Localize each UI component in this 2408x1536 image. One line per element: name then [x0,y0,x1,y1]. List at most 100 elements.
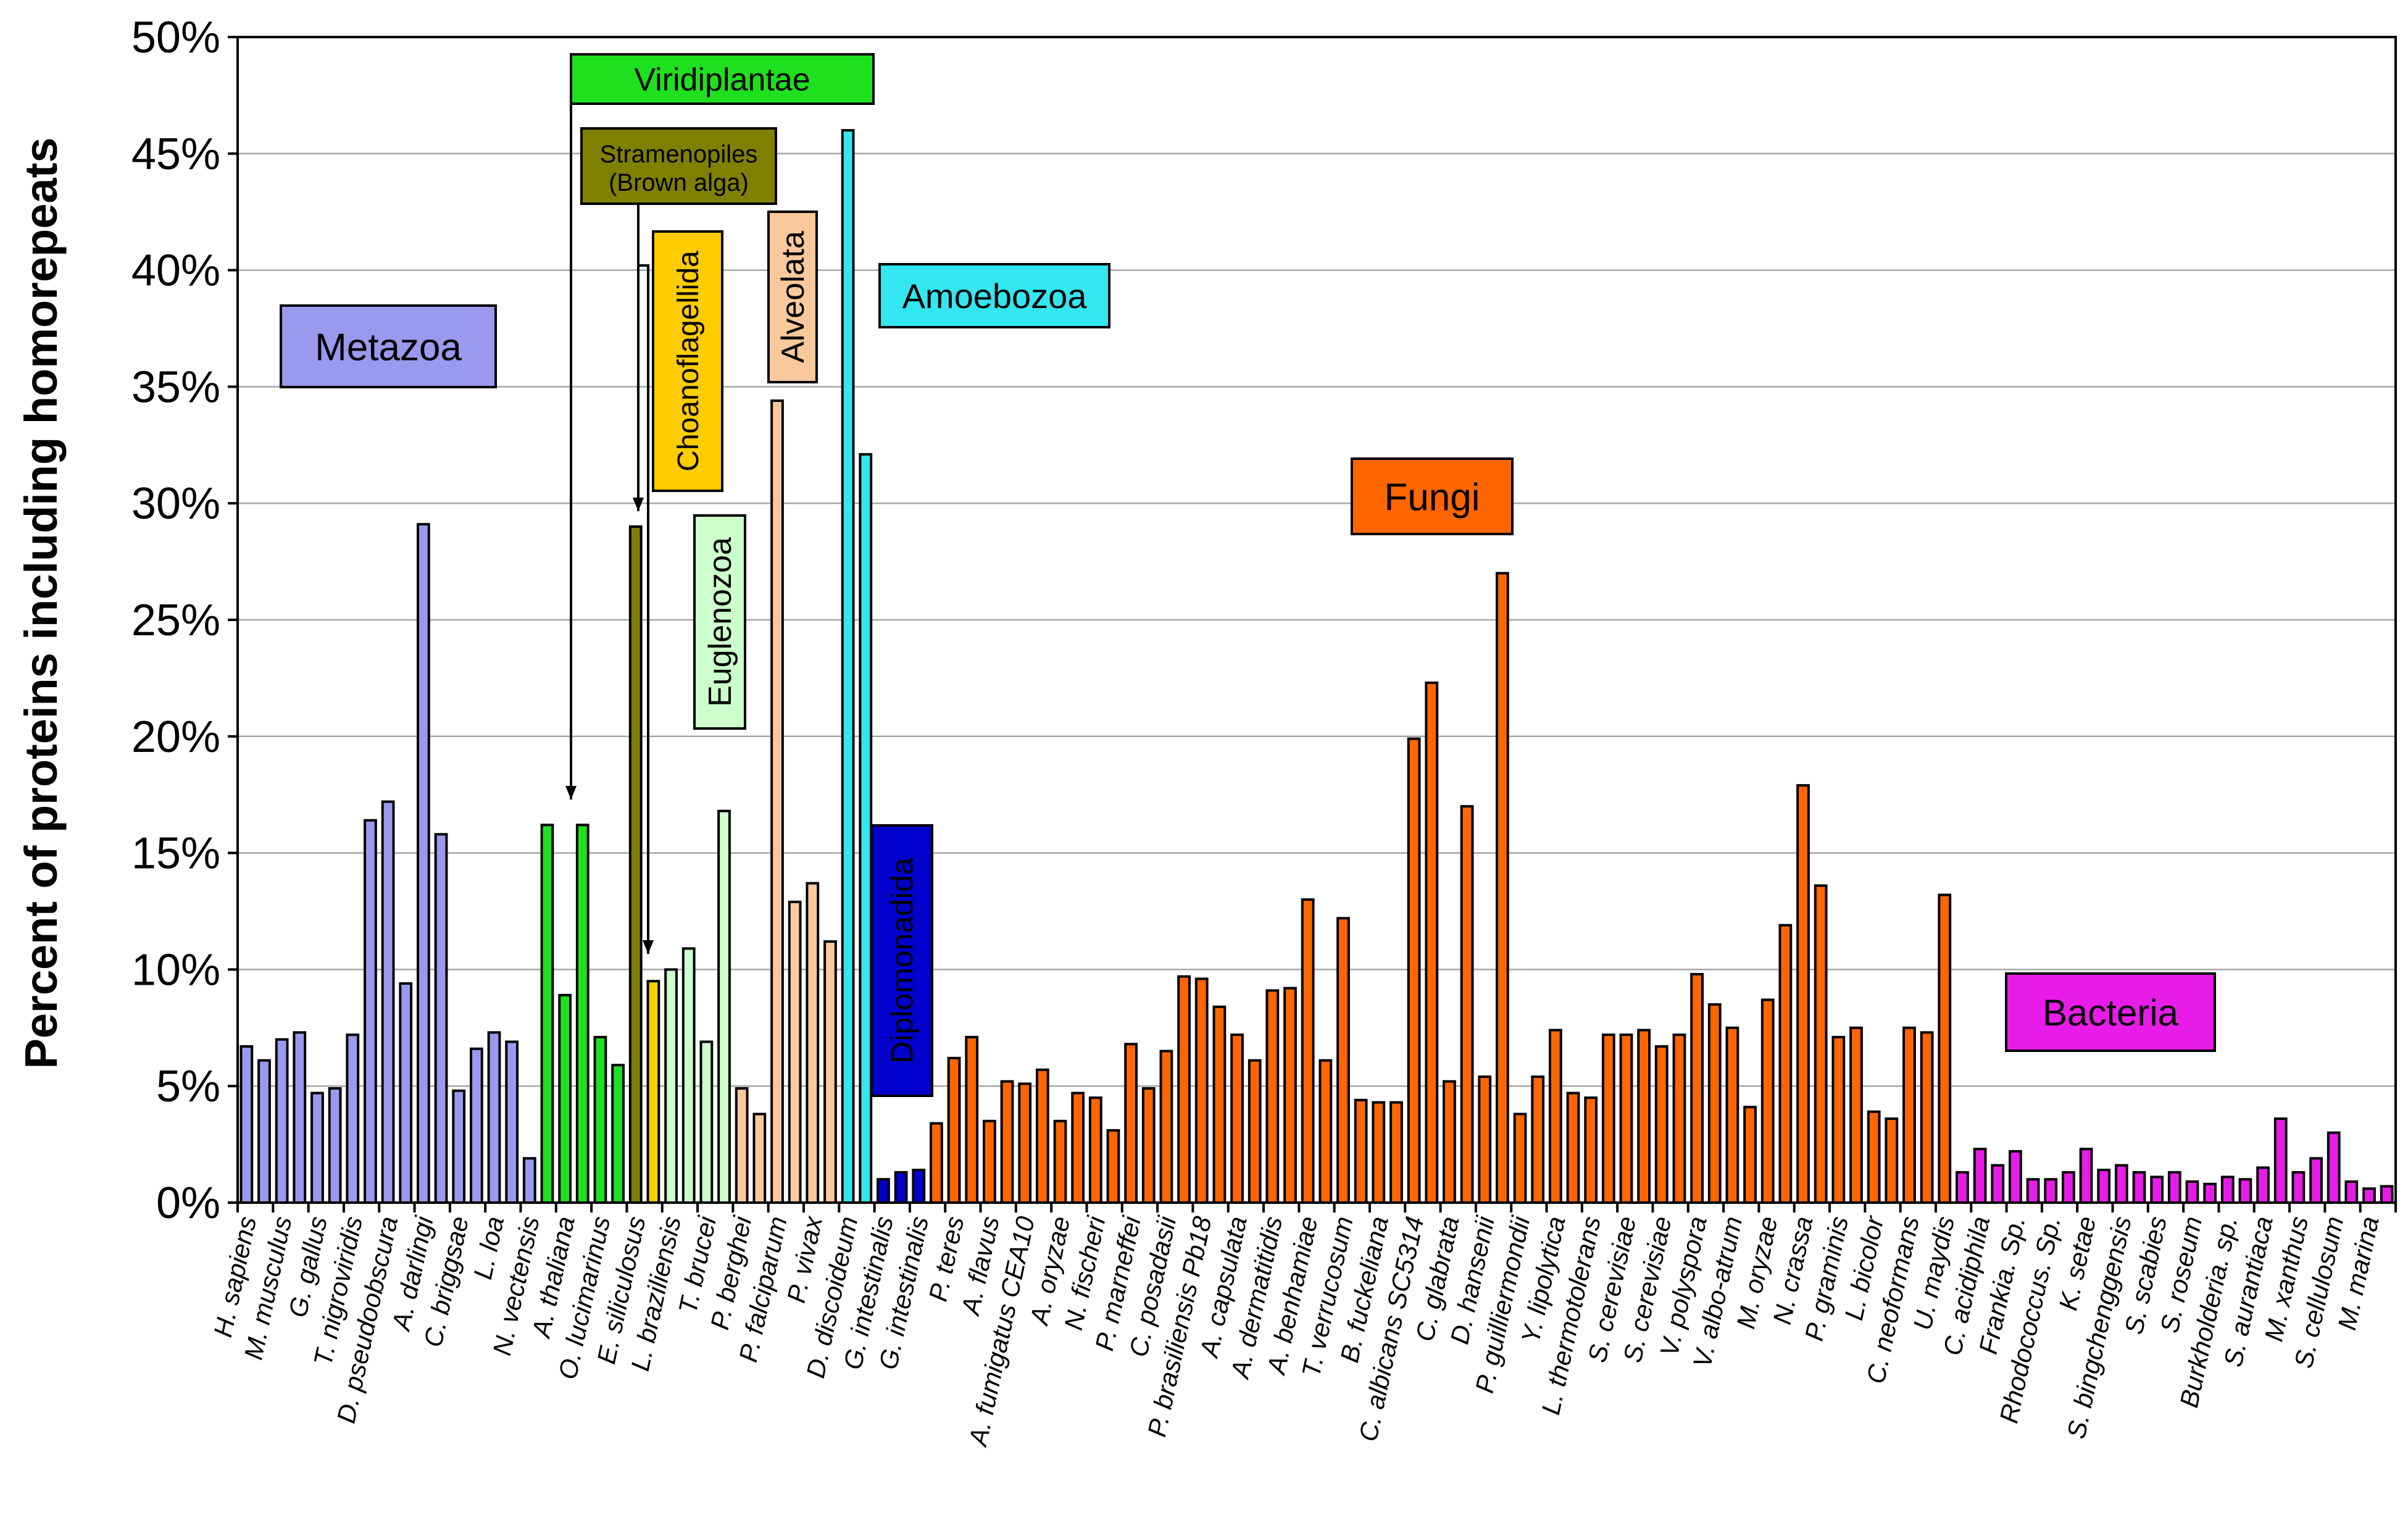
bar [1177,975,1191,1204]
bar [681,947,696,1204]
axes [228,36,2397,1213]
group-label-metazoa: Metazoa [280,304,497,388]
bar [930,1122,943,1204]
group-label-box [570,53,875,105]
bar [611,1064,625,1204]
group-label-bacteria: Bacteria [2005,972,2216,1052]
bar [2256,1166,2270,1204]
bar [1478,1075,1492,1204]
bar [2079,1148,2093,1204]
bar [522,1157,536,1204]
bar [1672,1033,1686,1204]
bar [1619,1033,1633,1204]
bar [575,824,590,1204]
bar [2203,1182,2217,1204]
group-label-fungi: Fungi [1351,457,1514,535]
group-label-text: Viridiplantae [634,62,810,98]
bar [1548,1029,1562,1204]
y-axis-label: Percent of proteins including homorepeat… [15,138,67,1069]
bar [1920,1031,1934,1204]
group-label-text: Alveolata [775,231,811,363]
bar [947,1056,961,1204]
bar [417,523,430,1204]
bar [1814,884,1828,1204]
bar [1283,987,1297,1204]
group-label-diplomonadida: Diplomonadida [870,824,933,1097]
plot-frame [236,36,2397,1204]
bar [1124,1043,1138,1204]
bar [240,1045,254,1204]
bar [752,1112,767,1204]
bar [1885,1117,1899,1204]
bar [1938,893,1952,1204]
y-tick-label: 35% [131,362,220,412]
bar [1725,1026,1739,1204]
bar [1159,1050,1173,1204]
bar [2167,1171,2181,1204]
bar [2309,1157,2323,1204]
group-label-text: Stramenopiles [600,141,758,168]
bar [2044,1178,2058,1204]
group-label-box [280,304,497,388]
group-label-box [2005,972,2216,1052]
group-label-text: Amoebozoa [902,277,1088,315]
bar [1513,1112,1527,1204]
bar [664,968,678,1204]
bar [965,1035,979,1204]
bar [1956,1171,1969,1204]
bar [1407,737,1421,1204]
bar [1425,681,1439,1204]
bar [1743,1106,1757,1204]
group-label-text: (Brown alga) [609,169,749,196]
bar [1071,1091,1085,1204]
bar [2114,1164,2128,1204]
group-label-viridiplantae: Viridiplantae [570,53,875,105]
bar [2273,1117,2288,1204]
bar [1336,917,1350,1204]
bar [1372,1101,1386,1204]
bar [646,980,660,1204]
bar [257,1059,271,1204]
group-label-euglenozoa: Euglenozoa [693,514,746,730]
bar [1601,1033,1615,1204]
bar [1831,1035,1846,1204]
bar [628,525,643,1204]
bar [310,1091,324,1204]
group-label-alveolata: Alveolata [767,211,818,383]
bar [2362,1187,2376,1204]
bar [1654,1045,1669,1204]
y-tick-label: 15% [131,829,220,879]
group-label-text: Bacteria [2043,992,2179,1033]
group-label-box [870,824,933,1097]
y-tick-label: 0% [156,1179,220,1228]
bar [1796,784,1810,1204]
bar [1690,972,1704,1204]
bar [1248,1059,1262,1204]
bar [2132,1171,2146,1204]
y-tick-label: 5% [156,1062,220,1111]
bar [2220,1175,2235,1204]
bar [1973,1148,1987,1204]
bar [1867,1110,1881,1204]
bar [2026,1178,2040,1204]
group-label-box [878,263,1110,328]
bar [1760,998,1775,1204]
bar [1265,989,1280,1204]
y-tick-label: 45% [131,130,220,179]
group-label-box [693,514,746,730]
bar [1194,977,1209,1204]
group-label-stramenopiles: Stramenopiles(Brown alga) [580,127,777,205]
group-label-box [767,211,818,383]
bar [1531,1075,1545,1204]
bar [1141,1087,1156,1204]
bar [2327,1131,2341,1204]
bar [717,809,731,1204]
bar [1018,1082,1032,1204]
bar [2009,1150,2022,1204]
bar [381,800,395,1204]
bar [452,1089,466,1204]
group-label-amoebozoa: Amoebozoa [878,263,1110,328]
bar [364,819,377,1204]
